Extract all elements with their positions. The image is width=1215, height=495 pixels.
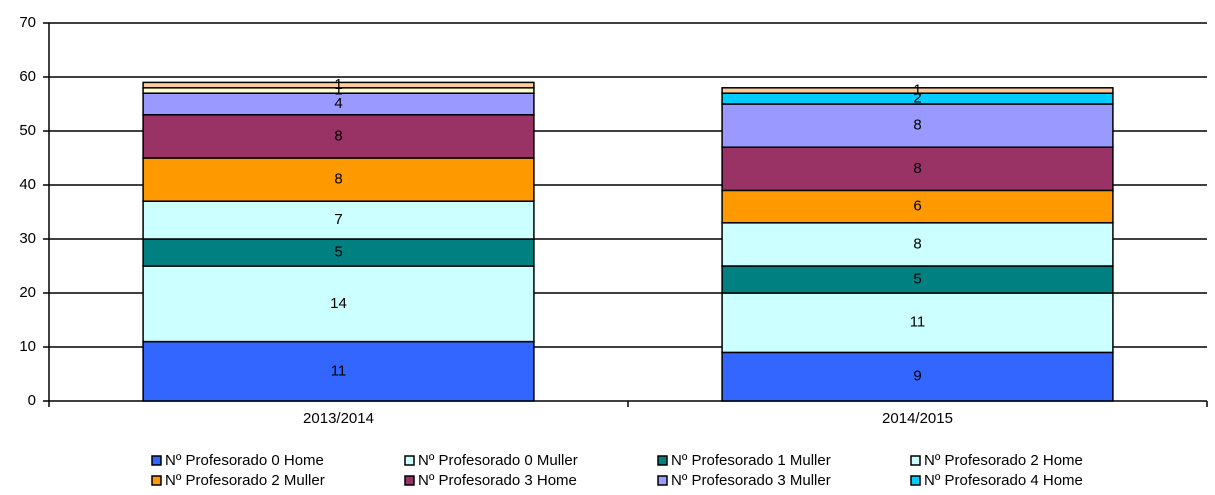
bar-segment — [721, 103, 1114, 148]
y-tick-label: 60 — [19, 68, 36, 85]
bar-segment — [142, 114, 535, 159]
data-label: 8 — [913, 117, 921, 134]
bar-segment — [721, 87, 1114, 94]
y-tick-label: 30 — [19, 230, 36, 247]
y-tick-label: 40 — [19, 176, 36, 193]
data-label: 1 — [334, 81, 342, 98]
legend-label: Nº Profesorado 3 Home — [418, 472, 577, 489]
y-tick-label: 50 — [19, 122, 36, 139]
data-label: 1 — [334, 76, 342, 93]
data-label: 4 — [334, 95, 342, 112]
data-label: 6 — [913, 198, 921, 215]
legend-label: Nº Profesorado 3 Muller — [671, 472, 831, 489]
bar-segment — [721, 189, 1114, 224]
legend-label: Nº Profesorado 0 Muller — [418, 452, 578, 469]
data-label: 8 — [334, 127, 342, 144]
legend-swatch — [910, 475, 921, 486]
y-tick-label: 10 — [19, 338, 36, 355]
bar-segment — [721, 351, 1114, 402]
bar-segment — [721, 146, 1114, 192]
legend-label: Nº Profesorado 2 Home — [924, 452, 1083, 469]
legend-swatch — [404, 475, 415, 486]
data-label: 11 — [910, 314, 926, 331]
legend-label: Nº Profesorado 0 Home — [165, 452, 324, 469]
data-label: 14 — [330, 295, 347, 312]
legend-swatch — [910, 455, 921, 466]
bar-segment — [142, 340, 535, 402]
legend-swatch — [657, 475, 668, 486]
legend-label: Nº Profesorado 4 Home — [924, 472, 1083, 489]
y-tick-label: 70 — [19, 14, 36, 31]
bar-segment — [721, 222, 1114, 267]
data-label: 2 — [913, 90, 921, 107]
data-label: 5 — [913, 270, 921, 287]
data-label: 1 — [913, 81, 921, 98]
legend-swatch — [151, 475, 162, 486]
data-label: 11 — [331, 362, 347, 379]
x-tick-label: 2013/2014 — [303, 410, 374, 427]
y-tick-label: 20 — [19, 284, 36, 301]
bar-segment — [721, 292, 1114, 354]
data-label: 5 — [334, 243, 342, 260]
data-label: 8 — [913, 160, 921, 177]
data-label: 8 — [913, 235, 921, 252]
legend-swatch — [151, 455, 162, 466]
data-label: 8 — [334, 171, 342, 188]
legend-swatch — [657, 455, 668, 466]
bar-segment — [142, 157, 535, 202]
legend-label: Nº Profesorado 1 Muller — [671, 452, 831, 469]
y-tick-label: 0 — [28, 392, 36, 409]
data-label: 7 — [334, 211, 342, 228]
bar-segment — [142, 81, 535, 89]
legend-label: Nº Profesorado 2 Muller — [165, 472, 325, 489]
legend-swatch — [404, 455, 415, 466]
x-tick-label: 2014/2015 — [882, 410, 953, 427]
data-label: 9 — [913, 368, 921, 385]
